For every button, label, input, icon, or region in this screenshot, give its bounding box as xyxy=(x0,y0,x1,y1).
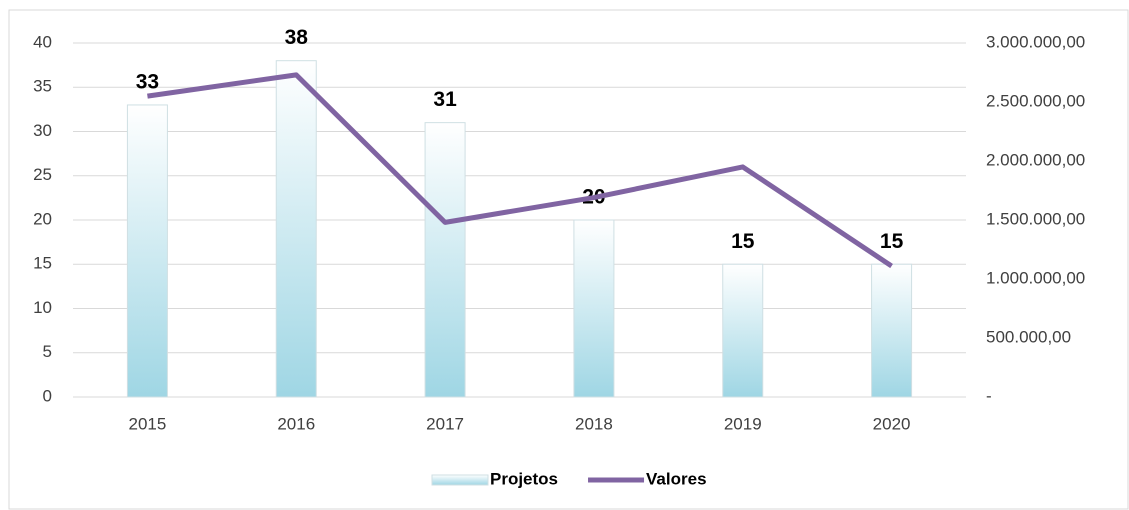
chart-border xyxy=(8,9,1129,510)
y2-tick-label: 3.000.000,00 xyxy=(986,32,1085,51)
legend-label: Valores xyxy=(646,469,707,488)
bar xyxy=(126,104,168,398)
y-tick-label: 25 xyxy=(33,165,52,184)
data-label: 31 xyxy=(433,88,457,111)
y2-tick-label: 1.500.000,00 xyxy=(986,209,1085,228)
x-tick-label: 2020 xyxy=(873,414,911,433)
bar xyxy=(275,60,317,398)
y2-tick-label: 2.500.000,00 xyxy=(986,91,1085,110)
legend-swatch xyxy=(431,474,489,486)
y2-tick-label: - xyxy=(986,386,992,405)
bar xyxy=(722,263,764,398)
y2-tick-label: 500.000,00 xyxy=(986,327,1071,346)
y-tick-label: 10 xyxy=(33,298,52,317)
bar xyxy=(573,219,615,398)
data-label: 38 xyxy=(285,26,309,49)
y-tick-label: 5 xyxy=(43,342,52,361)
y-tick-label: 20 xyxy=(33,209,52,228)
x-tick-label: 2017 xyxy=(426,414,464,433)
y2-tick-label: 2.000.000,00 xyxy=(986,150,1085,169)
y-tick-label: 40 xyxy=(33,32,52,51)
bar xyxy=(871,263,913,398)
legend-label: Projetos xyxy=(490,469,558,488)
bar xyxy=(424,122,466,398)
y-tick-label: 15 xyxy=(33,254,52,273)
data-label: 15 xyxy=(731,230,755,253)
x-tick-label: 2019 xyxy=(724,414,762,433)
data-label: 33 xyxy=(136,70,159,93)
x-tick-label: 2018 xyxy=(575,414,613,433)
y-tick-label: 35 xyxy=(33,77,52,96)
x-tick-label: 2015 xyxy=(129,414,167,433)
data-label: 15 xyxy=(880,230,904,253)
y2-tick-label: 1.000.000,00 xyxy=(986,268,1085,287)
y-tick-label: 0 xyxy=(43,386,52,405)
line xyxy=(147,72,893,269)
y-tick-label: 30 xyxy=(33,121,52,140)
x-tick-label: 2016 xyxy=(277,414,315,433)
